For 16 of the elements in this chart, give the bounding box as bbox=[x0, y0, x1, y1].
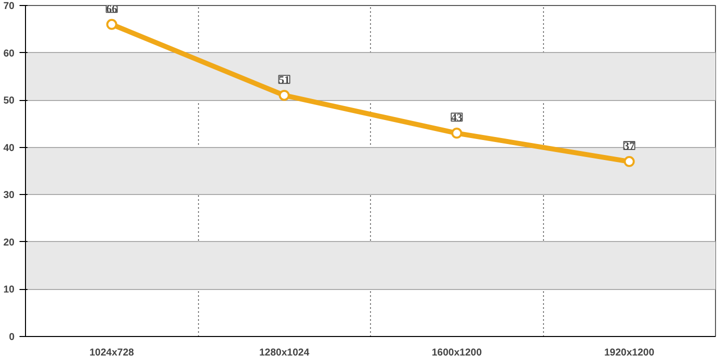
x-tick-label: 1280x1024 bbox=[259, 348, 310, 358]
y-tick-label: 50 bbox=[3, 96, 15, 107]
y-tick-label: 40 bbox=[3, 142, 15, 154]
y-tick-label: 10 bbox=[3, 284, 15, 296]
y-tick-label: 70 bbox=[3, 1, 15, 12]
point bbox=[624, 156, 635, 168]
point bbox=[106, 18, 118, 30]
y-tick-label: 60 bbox=[3, 48, 15, 60]
point bbox=[278, 90, 290, 101]
y-tick-label: 0 bbox=[8, 332, 15, 343]
x-tick-label: 1920x1200 bbox=[604, 348, 655, 358]
x-tick-label: 1024x728 bbox=[90, 348, 134, 358]
point bbox=[451, 128, 462, 139]
y-tick-label: 20 bbox=[3, 237, 15, 248]
y-tick-label: 30 bbox=[3, 190, 15, 202]
x-tick-label: 1600x1200 bbox=[432, 348, 482, 358]
